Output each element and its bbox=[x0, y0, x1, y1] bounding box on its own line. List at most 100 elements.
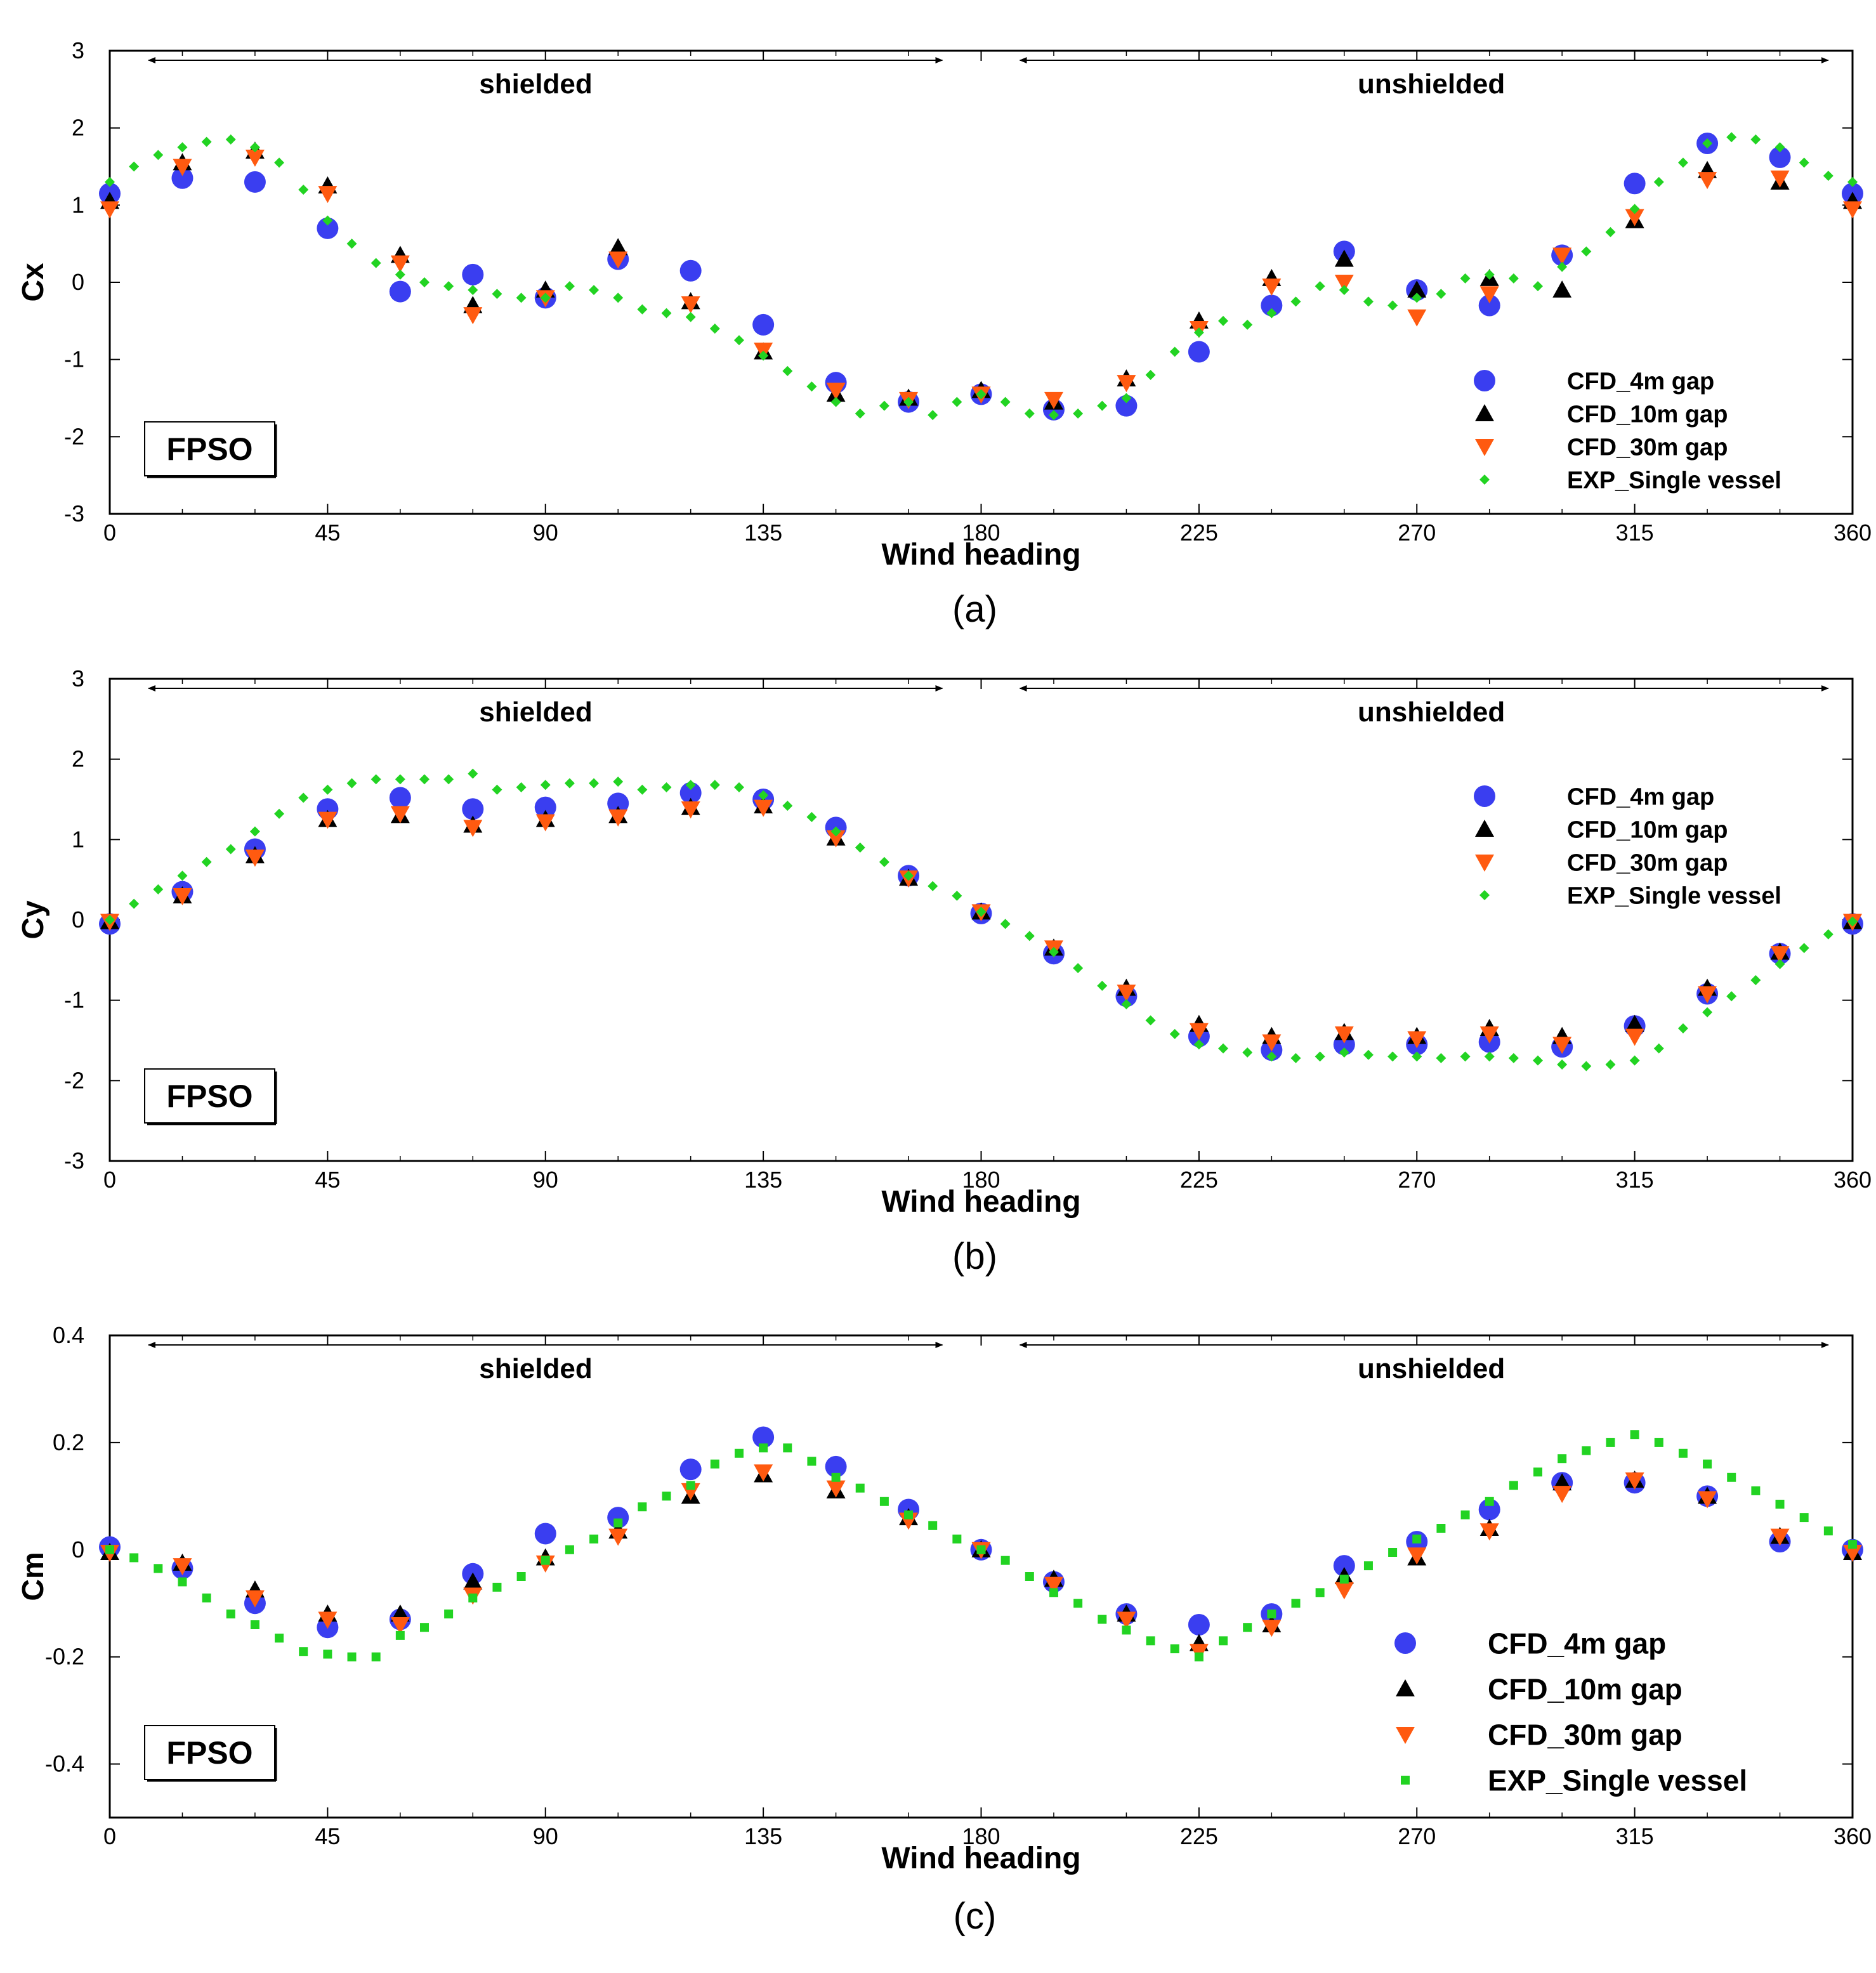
exp-single-vessel-point bbox=[783, 1443, 792, 1453]
exp-single-vessel-point bbox=[1533, 1055, 1544, 1066]
legend-marker-cfd-10m-point bbox=[1475, 404, 1494, 421]
exp-single-vessel-point bbox=[129, 161, 140, 172]
cfd-10m-point bbox=[463, 1572, 483, 1590]
legend-label: EXP_Single vessel bbox=[1567, 883, 1781, 910]
cfd-30m-point bbox=[318, 1611, 338, 1629]
exp-single-vessel-point bbox=[1218, 1043, 1229, 1054]
exp-single-vessel-point bbox=[1847, 916, 1858, 927]
cfd-30m-point bbox=[463, 307, 483, 325]
cfd-30m-point bbox=[318, 186, 338, 204]
exp-single-vessel-point bbox=[733, 782, 744, 792]
cfd-30m-point bbox=[1698, 986, 1717, 1004]
shielded-label: shielded bbox=[479, 69, 593, 100]
cfd-30m-point bbox=[1770, 170, 1790, 188]
x-tick-label: 90 bbox=[533, 1167, 558, 1193]
exp-single-vessel-point bbox=[225, 134, 236, 145]
exp-single-vessel-point bbox=[541, 1556, 550, 1565]
exp-single-vessel-point bbox=[1823, 1526, 1833, 1536]
exp-single-vessel-point bbox=[1097, 980, 1108, 991]
exp-single-vessel-point bbox=[879, 856, 889, 867]
legend-marker-cfd-4m-point bbox=[1394, 1632, 1416, 1654]
y-axis-label: Cy bbox=[16, 900, 50, 940]
cfd-30m-point bbox=[1843, 201, 1862, 219]
cfd-30m-point bbox=[390, 255, 410, 273]
exp-single-vessel-point bbox=[540, 292, 551, 303]
exp-single-vessel-point bbox=[1484, 1051, 1495, 1062]
exp-single-vessel-point bbox=[371, 774, 381, 785]
y-tick-label: -2 bbox=[64, 423, 84, 449]
y-tick-label: 1 bbox=[72, 826, 84, 852]
exp-single-vessel-point bbox=[1290, 1052, 1301, 1063]
cfd-30m-point bbox=[1625, 209, 1644, 226]
cfd-30m-point bbox=[608, 251, 628, 269]
exp-single-vessel-point bbox=[154, 1564, 163, 1573]
exp-single-vessel-point bbox=[1291, 1599, 1301, 1608]
exp-single-vessel-point bbox=[1000, 397, 1011, 407]
exp-single-vessel-point bbox=[976, 907, 987, 917]
exp-single-vessel-point bbox=[1557, 261, 1568, 272]
exp-single-vessel-point bbox=[1799, 157, 1809, 168]
exp-single-vessel-point bbox=[1193, 327, 1204, 338]
cfd-30m-point bbox=[1625, 1028, 1644, 1046]
exp-single-vessel-point bbox=[1000, 1556, 1010, 1565]
exp-single-vessel-point bbox=[589, 1534, 599, 1544]
x-tick-label: 135 bbox=[744, 1167, 782, 1193]
cfd-30m-point bbox=[899, 1512, 919, 1530]
exp-single-vessel-point bbox=[274, 808, 285, 819]
legend-marker-exp-single-vessel-point bbox=[1479, 890, 1490, 900]
exp-single-vessel-point bbox=[1533, 1467, 1543, 1477]
legend-label: CFD_30m gap bbox=[1567, 435, 1728, 461]
exp-single-vessel-point bbox=[1146, 1636, 1155, 1646]
exp-single-vessel-point bbox=[1533, 281, 1544, 292]
exp-single-vessel-point bbox=[1823, 171, 1833, 181]
exp-single-vessel-point bbox=[565, 1545, 574, 1554]
exp-single-vessel-point bbox=[1339, 1047, 1349, 1058]
cfd-30m-point bbox=[1189, 1023, 1209, 1040]
cfd-30m-point bbox=[245, 849, 265, 867]
x-tick-label: 360 bbox=[1833, 1167, 1872, 1193]
legend-marker-cfd-30m-point bbox=[1475, 439, 1494, 456]
y-tick-label: -3 bbox=[64, 501, 84, 527]
shielded-label: shielded bbox=[479, 697, 593, 728]
legend-label: EXP_Single vessel bbox=[1567, 468, 1781, 494]
exp-single-vessel-point bbox=[613, 292, 624, 303]
exp-single-vessel-point bbox=[1387, 1051, 1398, 1062]
cfd-30m-point bbox=[1479, 1026, 1499, 1044]
chart-panel-2: 0 45 90 135 180 225 270 315 360 -3 -2 -1 0 1 2 3 Wind he… bbox=[16, 665, 1872, 1277]
exp-single-vessel-point bbox=[1000, 919, 1011, 929]
series-3 bbox=[105, 132, 1858, 421]
legend-label: CFD_30m gap bbox=[1567, 850, 1728, 877]
cfd-4m-point bbox=[462, 798, 484, 820]
exp-single-vessel-point bbox=[322, 784, 333, 795]
cfd-4m-point bbox=[317, 217, 339, 239]
legend: CFD_4m gap CFD_10m gap CFD_30m gap EXP_Sing… bbox=[1474, 784, 1781, 910]
cfd-4m-point bbox=[534, 796, 556, 818]
legend: CFD_4m gap CFD_10m gap CFD_30m gap EXP_Sing… bbox=[1394, 1627, 1747, 1797]
exp-single-vessel-point bbox=[733, 335, 744, 346]
series-2 bbox=[100, 799, 1862, 1054]
cfd-30m-point bbox=[754, 1464, 773, 1482]
exp-single-vessel-point bbox=[1267, 1609, 1276, 1619]
exp-single-vessel-point bbox=[274, 157, 285, 168]
exp-single-vessel-point bbox=[492, 289, 502, 299]
exp-single-vessel-point bbox=[782, 365, 793, 376]
exp-single-vessel-point bbox=[1243, 1623, 1252, 1632]
exp-single-vessel-point bbox=[153, 150, 164, 161]
exp-single-vessel-point bbox=[516, 292, 527, 303]
cfd-4m-point bbox=[1333, 1555, 1355, 1577]
x-tick-label: 90 bbox=[533, 520, 558, 546]
exp-single-vessel-point bbox=[492, 784, 502, 795]
legend-label: CFD_30m gap bbox=[1488, 1719, 1682, 1752]
exp-single-vessel-point bbox=[1339, 1575, 1349, 1584]
legend-label: CFD_10m gap bbox=[1567, 402, 1728, 428]
cfd-30m-point bbox=[463, 820, 483, 837]
legend-label: EXP_Single vessel bbox=[1488, 1764, 1747, 1797]
cfd-30m-point bbox=[100, 201, 119, 219]
exp-single-vessel-point bbox=[1582, 1446, 1591, 1455]
cfd-4m-point bbox=[1188, 341, 1210, 363]
exp-single-vessel-point bbox=[1242, 319, 1253, 330]
exp-single-vessel-point bbox=[1678, 1448, 1688, 1458]
exp-single-vessel-point bbox=[105, 176, 115, 187]
cfd-30m-point bbox=[1334, 1582, 1354, 1600]
cfd-10m-point bbox=[1552, 280, 1572, 298]
